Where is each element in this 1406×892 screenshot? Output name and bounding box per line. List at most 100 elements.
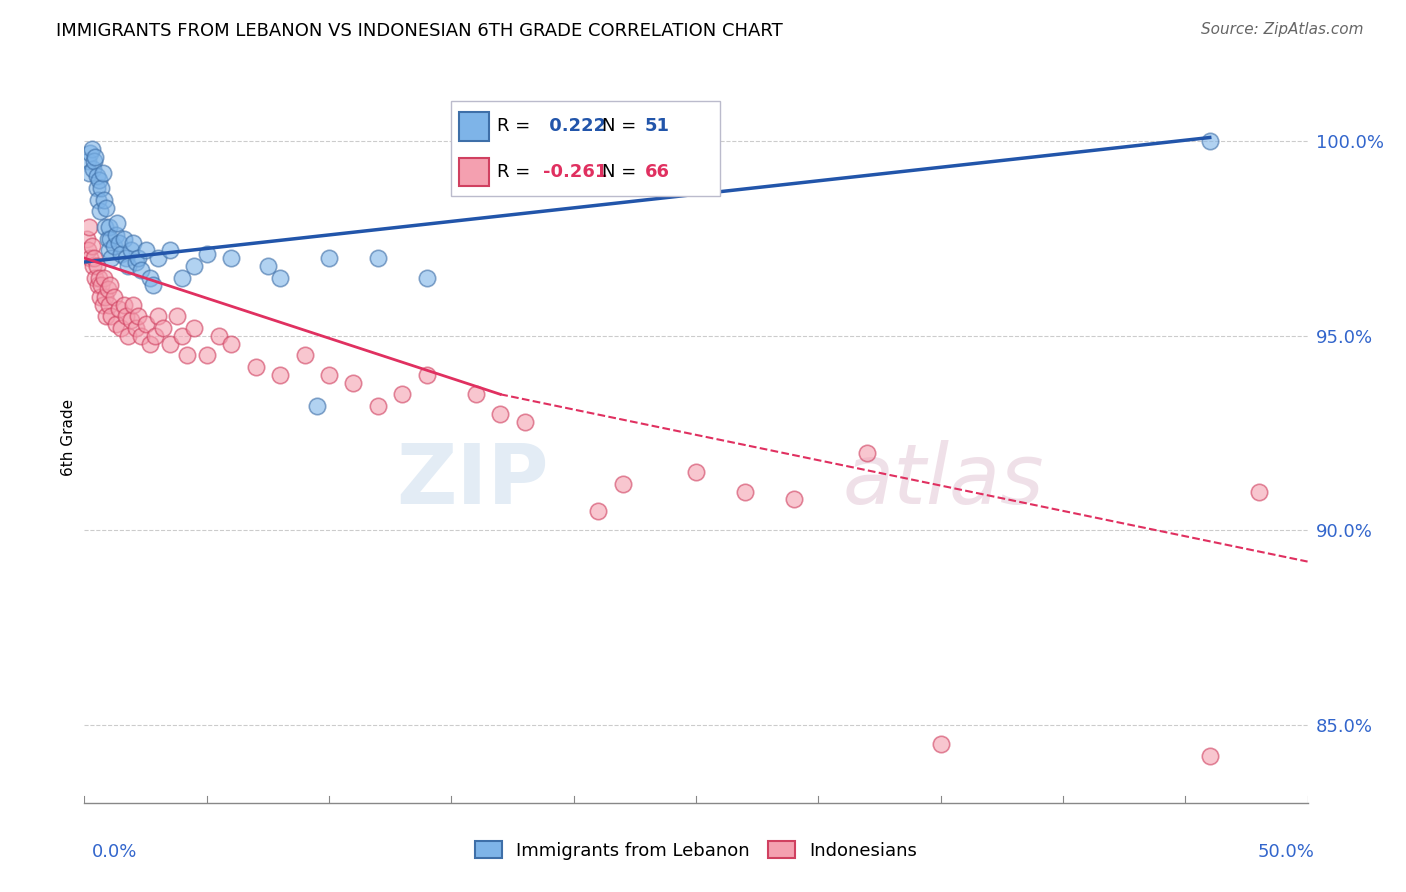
Point (87, 173, 110, 187)
Point (97, 282, 120, 296)
Point (77, 219, 100, 234)
Point (172, 329, 194, 343)
Point (159, 244, 181, 258)
Point (82, 259, 104, 273)
Point (219, 336, 242, 351)
Point (269, 270, 291, 285)
Point (107, 301, 129, 316)
Point (97, 244, 120, 258)
Point (464, 387, 486, 401)
Text: 50.0%: 50.0% (1258, 843, 1315, 861)
Point (115, 251, 138, 265)
Point (318, 251, 340, 265)
Point (105, 227, 128, 242)
Point (367, 399, 389, 413)
Point (367, 251, 389, 265)
Point (80, 142, 103, 156)
Text: IMMIGRANTS FROM LEBANON VS INDONESIAN 6TH GRADE CORRELATION CHART: IMMIGRANTS FROM LEBANON VS INDONESIAN 6T… (56, 22, 783, 40)
Point (146, 310, 169, 324)
Point (122, 235, 145, 250)
Point (127, 251, 149, 265)
Point (391, 387, 413, 401)
Point (84, 150, 107, 164)
Point (129, 329, 152, 343)
Point (929, 738, 952, 752)
Point (120, 313, 142, 327)
Point (90, 278, 112, 293)
Point (100, 251, 122, 265)
Point (80, 239, 103, 253)
Point (208, 329, 231, 343)
Point (89, 204, 111, 219)
Point (79, 251, 101, 265)
Point (93, 193, 115, 207)
Point (83, 153, 105, 168)
Point (125, 321, 148, 335)
Point (856, 445, 879, 459)
Point (86, 259, 108, 273)
Point (98, 278, 121, 293)
Point (77, 153, 100, 168)
Point (105, 216, 128, 230)
Point (183, 259, 205, 273)
Point (734, 484, 756, 499)
Point (122, 298, 145, 312)
Point (97, 232, 120, 246)
Point (86, 169, 108, 184)
Point (96, 310, 118, 324)
Point (342, 376, 364, 390)
Point (94, 219, 117, 234)
Point (117, 329, 139, 343)
Point (97, 219, 120, 234)
Point (94, 290, 117, 304)
Point (87, 278, 110, 293)
Point (172, 270, 194, 285)
Point (195, 348, 218, 362)
Point (105, 318, 128, 332)
Point (115, 310, 138, 324)
Point (103, 290, 125, 304)
Point (183, 321, 205, 335)
Point (586, 504, 609, 518)
Point (98, 232, 121, 246)
Point (84, 270, 107, 285)
Point (685, 465, 707, 479)
Point (612, 476, 634, 491)
Point (142, 278, 165, 293)
Point (91, 165, 114, 179)
Point (416, 368, 439, 382)
Point (318, 368, 340, 382)
Point (143, 329, 166, 343)
Point (416, 270, 439, 285)
Point (91, 298, 114, 312)
Point (89, 290, 111, 304)
Point (127, 310, 149, 324)
Point (1247, 484, 1270, 499)
Legend: Immigrants from Lebanon, Indonesians: Immigrants from Lebanon, Indonesians (467, 834, 925, 867)
Point (120, 244, 142, 258)
Point (146, 251, 169, 265)
Point (1198, 135, 1220, 149)
Point (93, 270, 115, 285)
Point (77, 244, 100, 258)
Point (107, 235, 129, 250)
Point (139, 270, 162, 285)
Point (489, 407, 512, 421)
Text: 0.0%: 0.0% (91, 843, 136, 861)
Point (245, 359, 267, 374)
Text: Source: ZipAtlas.com: Source: ZipAtlas.com (1201, 22, 1364, 37)
Point (87, 270, 110, 285)
Point (257, 259, 280, 273)
Point (117, 259, 139, 273)
Point (159, 336, 181, 351)
Point (1198, 749, 1220, 764)
Point (100, 310, 122, 324)
Point (76, 232, 98, 246)
Point (783, 492, 806, 507)
Point (87, 193, 110, 207)
Point (79, 146, 101, 161)
Point (86, 181, 108, 195)
Point (82, 161, 104, 176)
Point (269, 368, 291, 382)
Point (294, 348, 316, 362)
